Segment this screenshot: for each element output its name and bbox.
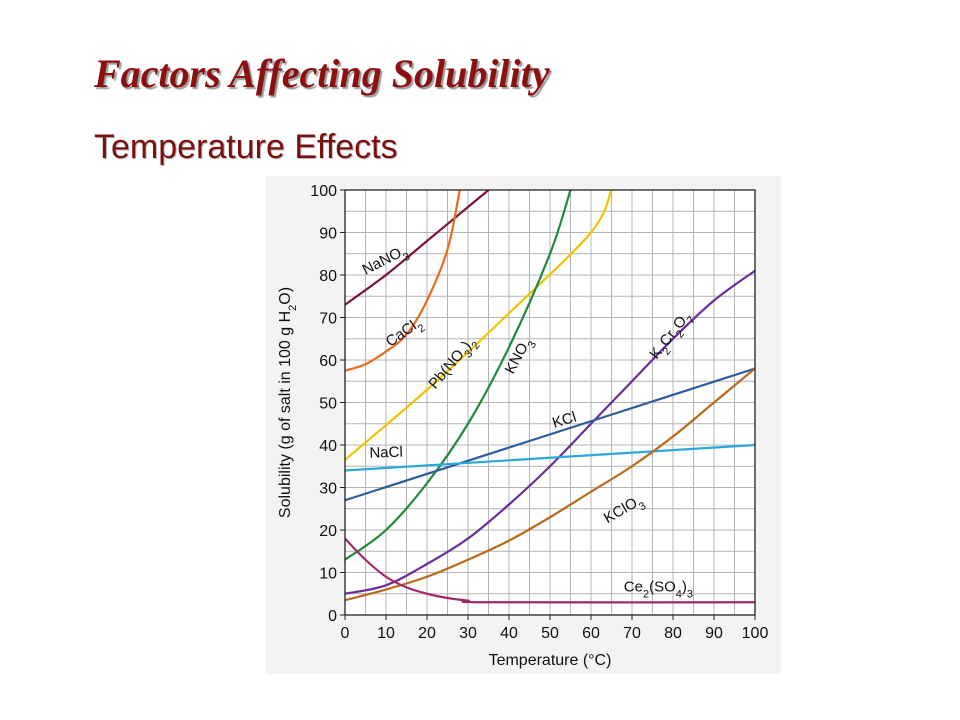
- x-tick-label: 80: [664, 625, 682, 642]
- series-label-nacl: NaCl: [369, 444, 403, 462]
- series-label-kcl: KCl: [550, 409, 578, 432]
- slide-title: Factors Affecting Solubility: [94, 51, 550, 96]
- y-tick-label: 20: [319, 523, 337, 540]
- y-tick-label: 0: [328, 608, 337, 625]
- series-line-kno3: [345, 190, 572, 561]
- x-tick-label: 40: [500, 625, 518, 642]
- x-tick-label: 70: [623, 625, 641, 642]
- x-tick-label: 0: [341, 625, 350, 642]
- slide-subtitle: Temperature Effects: [94, 128, 398, 166]
- series-line-ce2-so4-3: [345, 537, 755, 604]
- y-axis-label: Solubility (g of salt in 100 g H2O): [277, 287, 299, 518]
- y-tick-label: 100: [310, 183, 337, 200]
- x-tick-label: 10: [377, 625, 395, 642]
- series-line-k2cr2o7: [345, 269, 755, 595]
- series-line-kcl: [345, 367, 755, 502]
- y-tick-label: 60: [319, 353, 337, 370]
- series-line-cacl2: [345, 190, 461, 372]
- y-tick-label: 80: [319, 268, 337, 285]
- series-label-ce2-so4-3: Ce2(SO4)3: [624, 579, 693, 601]
- x-tick-label: 60: [582, 625, 600, 642]
- y-tick-label: 10: [319, 566, 337, 583]
- x-tick-label: 90: [705, 625, 723, 642]
- series-line-kclo3: [345, 367, 755, 602]
- series-line-pb-no3-2: [345, 190, 613, 461]
- y-tick-label: 50: [319, 396, 337, 413]
- y-tick-label: 40: [319, 438, 337, 455]
- x-tick-label: 30: [459, 625, 477, 642]
- y-tick-label: 70: [319, 311, 337, 328]
- chart-panel: 0 10 20 30 40 50 60 70 80 90 100 0 10 20 30 40 50 60 70 80 9…: [266, 176, 781, 674]
- series-line-nacl: [345, 443, 755, 472]
- chart-series: [345, 190, 755, 604]
- y-tick-label: 30: [319, 481, 337, 498]
- series-line-nano3: [345, 190, 490, 306]
- chart-axes: 0 10 20 30 40 50 60 70 80 90 100 0 10 20 30 40 50 60 70 80 9…: [277, 183, 768, 669]
- y-tick-label: 90: [319, 226, 337, 243]
- solubility-chart: 0 10 20 30 40 50 60 70 80 90 100 0 10 20 30 40 50 60 70 80 9…: [277, 183, 768, 669]
- x-tick-label: 50: [541, 625, 559, 642]
- x-axis-label: Temperature (°C): [489, 652, 612, 669]
- x-tick-label: 20: [418, 625, 436, 642]
- x-tick-label: 100: [742, 625, 769, 642]
